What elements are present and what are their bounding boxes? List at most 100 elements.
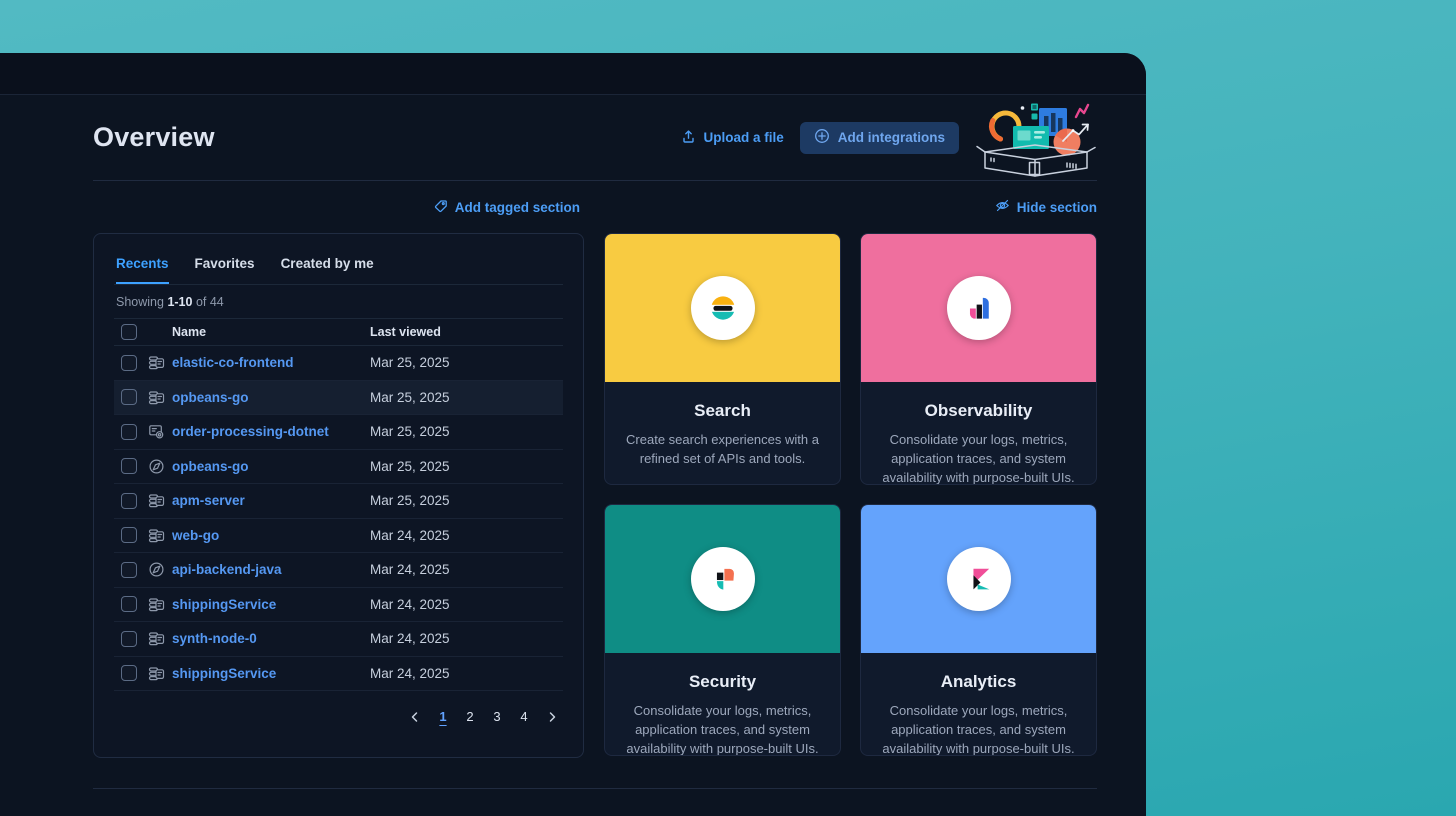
integrations-illustration xyxy=(975,100,1097,178)
recents-panel: Recents Favorites Created by me Showing 1-… xyxy=(93,233,584,758)
card-illustration xyxy=(605,505,840,653)
app-window: Overview Upload a file Add integrations xyxy=(0,53,1146,816)
row-checkbox[interactable] xyxy=(121,527,137,544)
row-name-link[interactable]: elastic-co-frontend xyxy=(172,355,294,371)
compass-icon xyxy=(148,458,166,475)
dashboard-icon xyxy=(148,354,166,371)
select-all-checkbox[interactable] xyxy=(121,324,137,340)
table-row: elastic-co-frontend Mar 25, 2025 xyxy=(114,346,563,381)
observability-logo-icon xyxy=(946,276,1011,340)
pagination-page-1[interactable]: 1 xyxy=(439,709,447,724)
card-security[interactable]: Security Consolidate your logs, metrics, … xyxy=(604,504,841,756)
row-checkbox[interactable] xyxy=(121,630,137,647)
upload-file-button[interactable]: Upload a file xyxy=(681,129,784,147)
plus-circle-icon xyxy=(814,128,830,147)
row-last-viewed: Mar 24, 2025 xyxy=(370,562,450,578)
add-tagged-section-button[interactable]: Add tagged section xyxy=(434,199,580,216)
row-name-link[interactable]: synth-node-0 xyxy=(172,631,257,647)
card-title: Analytics xyxy=(940,672,1017,691)
row-name-link[interactable]: apm-server xyxy=(172,493,245,509)
row-last-viewed: Mar 25, 2025 xyxy=(370,458,450,474)
pagination-page-2[interactable]: 2 xyxy=(466,709,474,724)
column-header-last-viewed[interactable]: Last viewed xyxy=(370,325,441,339)
row-checkbox[interactable] xyxy=(121,665,137,682)
column-header-name[interactable]: Name xyxy=(172,325,207,339)
showing-range: 1-10 xyxy=(167,295,193,309)
row-checkbox[interactable] xyxy=(121,596,137,613)
security-logo-icon xyxy=(690,547,755,611)
row-name-link[interactable]: shippingService xyxy=(172,596,277,612)
table-row: opbeans-go Mar 25, 2025 xyxy=(114,450,563,484)
row-last-viewed: Mar 25, 2025 xyxy=(370,493,450,509)
tag-icon xyxy=(434,199,448,216)
row-name-link[interactable]: web-go xyxy=(172,527,220,543)
dashboard-icon xyxy=(148,389,166,406)
card-description: Consolidate your logs, metrics, applicat… xyxy=(882,432,1075,485)
table-row: apm-server Mar 25, 2025 xyxy=(114,484,563,519)
pagination-page-3[interactable]: 3 xyxy=(493,709,501,724)
card-observability[interactable]: Observability Consolidate your logs, metr… xyxy=(860,233,1097,485)
pagination-prev-icon[interactable] xyxy=(404,708,426,726)
row-checkbox[interactable] xyxy=(121,561,137,578)
tabs: Recents Favorites Created by me xyxy=(114,254,563,285)
row-last-viewed: Mar 24, 2025 xyxy=(370,631,450,647)
dashboard-icon xyxy=(148,596,166,613)
card-body: Analytics Consolidate your logs, metrics,… xyxy=(861,653,1096,756)
pagination-page-4[interactable]: 4 xyxy=(520,709,528,724)
table-row: opbeans-go Mar 25, 2025 xyxy=(114,380,563,415)
search-logo-icon xyxy=(690,276,755,340)
page-header: Overview Upload a file Add integrations xyxy=(93,95,1097,181)
row-name-link[interactable]: shippingService xyxy=(172,665,277,681)
card-illustration xyxy=(861,234,1096,382)
pagination-pages: 1 2 3 4 xyxy=(433,707,534,726)
row-last-viewed: Mar 25, 2025 xyxy=(370,424,450,440)
row-last-viewed: Mar 24, 2025 xyxy=(370,596,450,612)
dashboard-icon xyxy=(148,630,166,647)
bottom-divider xyxy=(93,788,1097,789)
row-name-link[interactable]: opbeans-go xyxy=(172,389,249,405)
solution-cards: Search Create search experiences with a r… xyxy=(604,233,1097,758)
row-name-link[interactable]: api-backend-java xyxy=(172,562,282,578)
dashboard-icon xyxy=(148,665,166,682)
tab-created-by-me[interactable]: Created by me xyxy=(280,256,374,271)
hide-section-button[interactable]: Hide section xyxy=(995,198,1097,216)
dashboard-icon xyxy=(148,527,166,544)
row-checkbox[interactable] xyxy=(121,354,137,371)
card-body: Observability Consolidate your logs, metr… xyxy=(861,382,1096,485)
card-description: Consolidate your logs, metrics, applicat… xyxy=(626,703,819,756)
row-name-link[interactable]: order-processing-dotnet xyxy=(172,424,329,440)
tab-recents[interactable]: Recents xyxy=(116,256,169,284)
row-last-viewed: Mar 25, 2025 xyxy=(370,355,450,371)
pagination: 1 2 3 4 xyxy=(114,707,563,726)
table-row: shippingService Mar 24, 2025 xyxy=(114,657,563,691)
table-row: shippingService Mar 24, 2025 xyxy=(114,588,563,622)
row-checkbox[interactable] xyxy=(121,423,137,440)
card-body: Security Consolidate your logs, metrics, … xyxy=(605,653,840,756)
card-analytics[interactable]: Analytics Consolidate your logs, metrics,… xyxy=(860,504,1097,756)
row-checkbox[interactable] xyxy=(121,389,137,406)
dashboard-icon xyxy=(148,492,166,509)
table-header: Name Last viewed xyxy=(114,319,563,346)
table-row: api-backend-java Mar 24, 2025 xyxy=(114,553,563,588)
eye-slash-icon xyxy=(995,198,1010,216)
row-last-viewed: Mar 24, 2025 xyxy=(370,665,450,681)
canvas-icon xyxy=(148,423,166,440)
page-title: Overview xyxy=(93,122,215,152)
card-body: Search Create search experiences with a r… xyxy=(605,382,840,468)
compass-icon xyxy=(148,561,166,578)
card-title: Security xyxy=(688,672,757,691)
row-last-viewed: Mar 24, 2025 xyxy=(370,527,450,543)
card-description: Consolidate your logs, metrics, applicat… xyxy=(882,703,1075,756)
row-last-viewed: Mar 25, 2025 xyxy=(370,389,450,405)
upload-icon xyxy=(681,129,696,147)
card-search[interactable]: Search Create search experiences with a r… xyxy=(604,233,841,485)
row-checkbox[interactable] xyxy=(121,492,137,509)
showing-summary: Showing 1-10 of 44 xyxy=(114,285,563,319)
row-name-link[interactable]: opbeans-go xyxy=(172,458,249,474)
add-integrations-button[interactable]: Add integrations xyxy=(799,121,959,154)
table-row: synth-node-0 Mar 24, 2025 xyxy=(114,622,563,657)
pagination-next-icon[interactable] xyxy=(541,708,563,726)
top-navigation-bar xyxy=(0,53,1146,95)
row-checkbox[interactable] xyxy=(121,458,137,475)
tab-favorites[interactable]: Favorites xyxy=(194,256,255,271)
